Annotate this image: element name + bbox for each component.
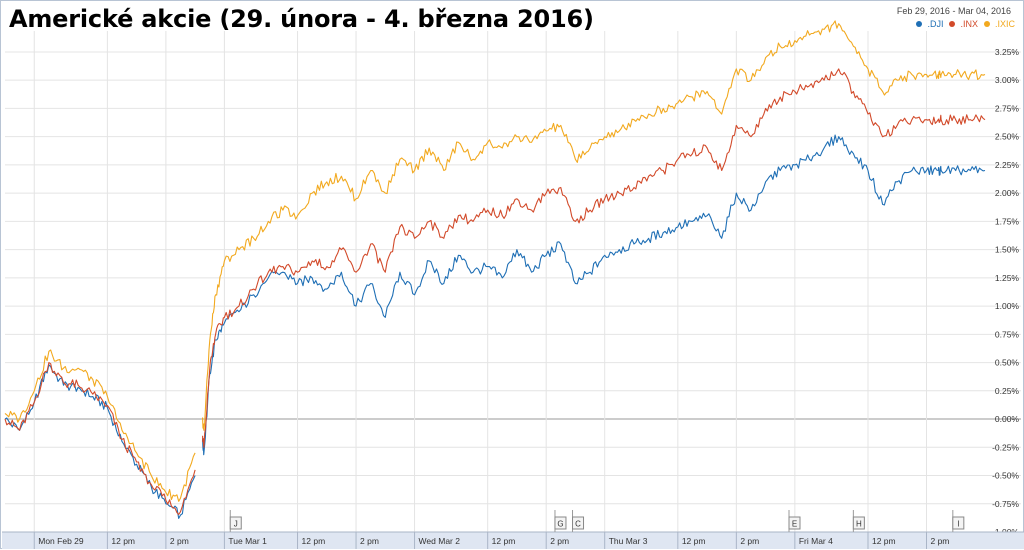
x-tick-label: 2 pm [930,536,949,546]
legend-label: .DJI [927,19,944,29]
series-line-inx [4,68,986,516]
event-flag-label: G [557,520,563,529]
legend-label: .IXIC [994,19,1015,29]
x-tick-label: 12 pm [492,536,516,546]
y-tick-label: 0.50% [995,358,1020,368]
chart-title: Americké akcie (29. února - 4. března 20… [9,5,594,33]
event-flag [572,516,585,530]
event-flag-label: I [957,520,959,529]
legend-label: .INX [960,19,978,29]
y-tick-label: 3.25% [995,47,1020,57]
x-tick-label: Thu Mar 3 [609,536,648,546]
y-tick-label: -0.75% [992,499,1019,509]
legend-item: .IXIC [981,19,1015,29]
date-range: Feb 29, 2016 - Mar 04, 2016 [897,6,1011,16]
y-tick-label: 1.50% [995,245,1020,255]
legend-marker [949,21,956,27]
x-tick-label: 12 pm [111,536,135,546]
date-range-start: Feb 29, 2016 [896,6,950,16]
x-tick-label: 12 pm [872,536,896,546]
y-tick-label: 2.75% [995,103,1020,113]
y-tick-label: 0.75% [995,329,1020,339]
y-tick-label: 1.75% [995,216,1020,226]
legend-item: .DJI [913,19,943,29]
legend-marker [983,21,990,27]
y-tick-label: -0.25% [992,442,1019,452]
y-tick-label: -0.50% [992,471,1019,481]
x-tick-label: 2 pm [550,536,569,546]
x-tick-label: 2 pm [740,536,759,546]
series-line-ixic [4,20,986,502]
event-flag [852,516,865,530]
y-tick-label: 1.00% [995,301,1020,311]
legend: .DJI .INX .IXIC [910,19,1015,29]
y-tick-label: 1.25% [995,273,1020,283]
event-flag-label: H [856,520,862,529]
event-flag [229,516,242,530]
y-tick-label: 2.25% [995,160,1020,170]
legend-item: .INX [946,19,978,29]
event-flag-label: E [792,520,797,529]
event-flag-label: J [234,520,238,529]
y-tick-label: 3.00% [995,75,1020,85]
x-tick-label: 12 pm [682,536,706,546]
x-tick-label: Wed Mar 2 [419,536,461,546]
date-range-end: Mar 04, 2016 [957,6,1011,16]
y-tick-label: 2.00% [995,188,1020,198]
x-tick-label: Mon Feb 29 [38,536,84,546]
y-tick-label: 2.50% [995,132,1020,142]
x-tick-label: 12 pm [302,536,326,546]
x-tick-label: Fri Mar 4 [799,536,833,546]
y-tick-label: 0.25% [995,386,1020,396]
x-axis-bar [2,532,1024,549]
event-flag [788,516,801,530]
x-tick-label: 2 pm [360,536,379,546]
x-tick-label: 2 pm [170,536,189,546]
legend-marker [916,21,923,27]
event-flag-label: C [575,520,581,529]
event-flag [554,516,567,530]
series-line-dji [4,134,986,519]
x-tick-label: Tue Mar 1 [228,536,267,546]
y-tick-label: 0.00% [995,414,1020,424]
date-range-separator: - [952,6,956,16]
event-flag [952,516,965,530]
